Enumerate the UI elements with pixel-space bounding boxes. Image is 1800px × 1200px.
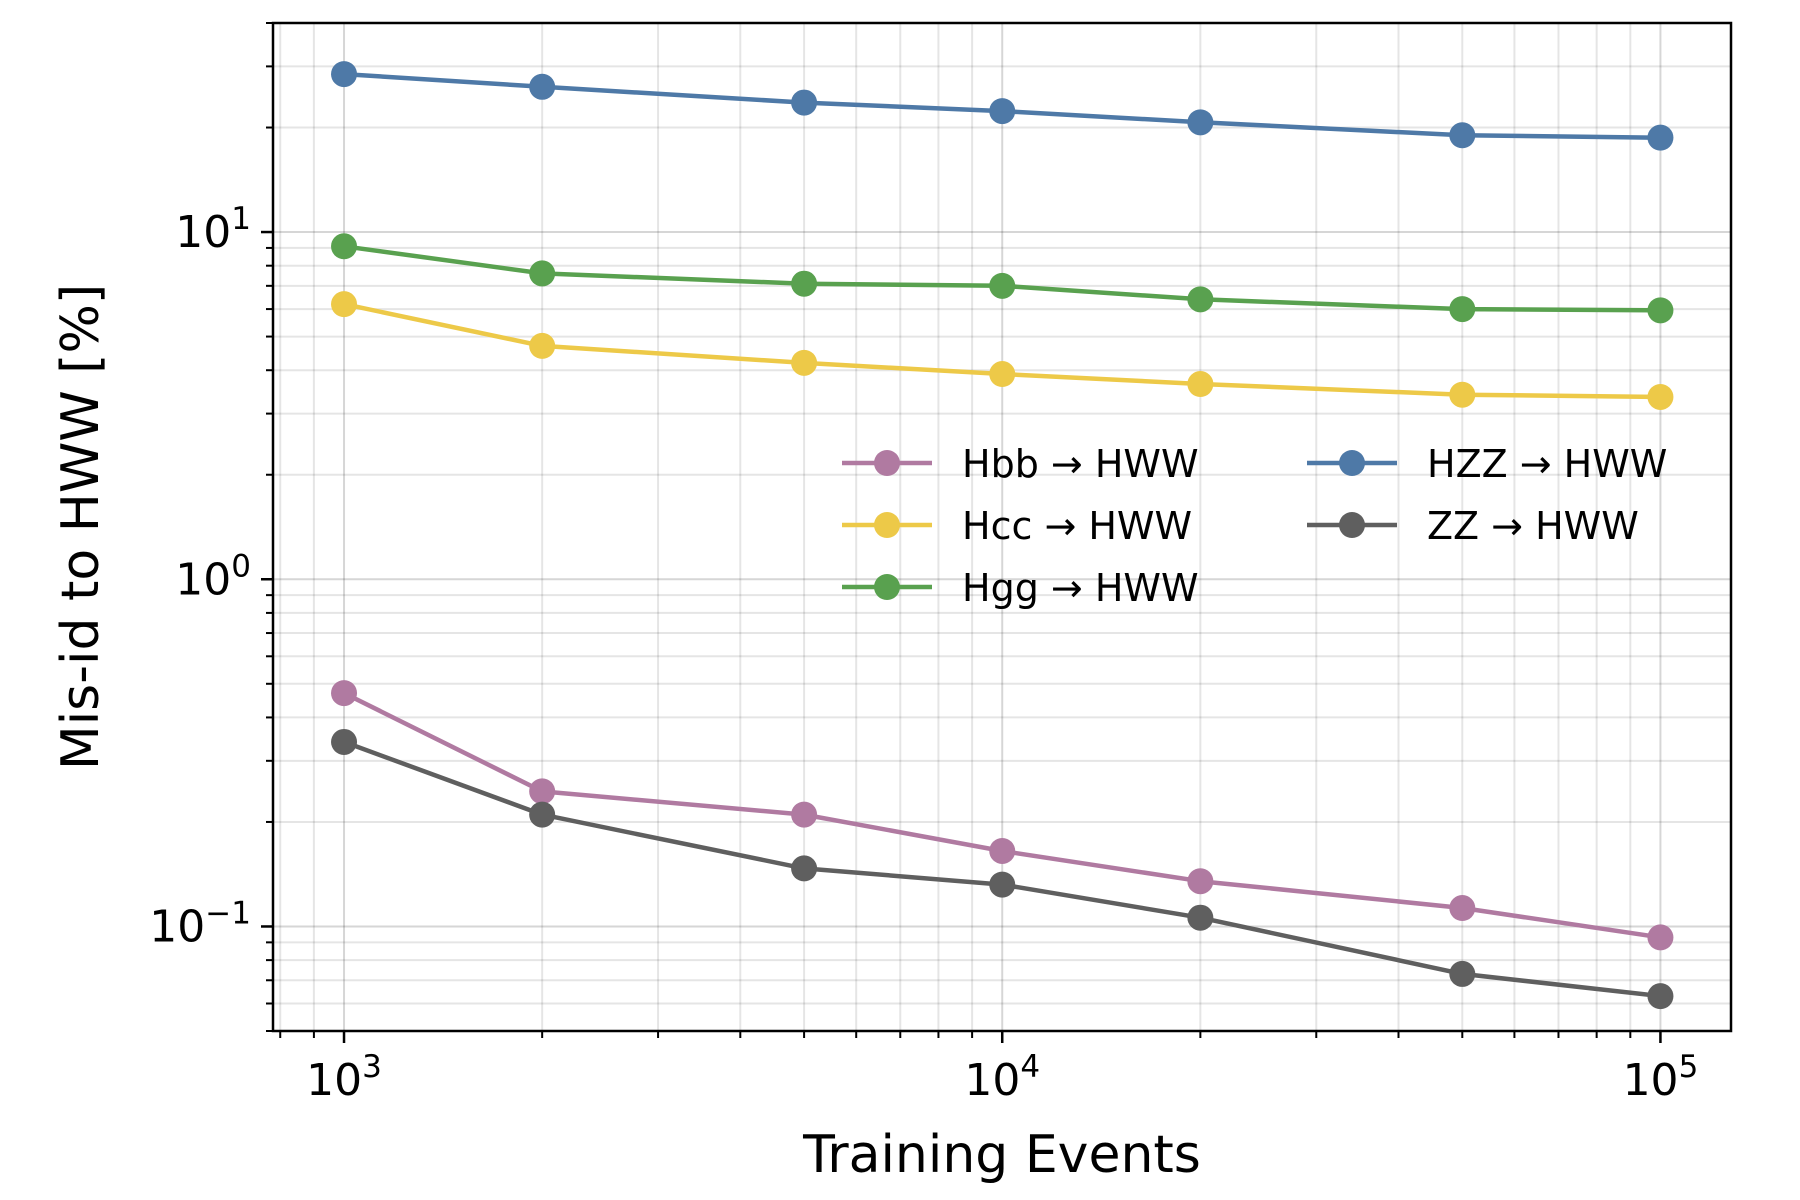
data-point <box>1647 983 1674 1010</box>
data-point <box>1647 383 1674 410</box>
data-point <box>989 361 1016 388</box>
data-point <box>1449 895 1476 922</box>
legend-entry-hbb: Hbb → HWW <box>842 442 1199 486</box>
x-tick-label: 105 <box>1623 1049 1699 1106</box>
legend-label-hbb: Hbb → HWW <box>962 442 1199 486</box>
data-point <box>989 871 1016 898</box>
data-point <box>1187 371 1214 398</box>
data-point <box>529 260 556 287</box>
data-point <box>1647 297 1674 324</box>
legend-entry-hcc: Hcc → HWW <box>842 504 1192 548</box>
legend-label-hgg: Hgg → HWW <box>962 566 1199 610</box>
data-point <box>331 233 358 260</box>
data-point <box>331 61 358 88</box>
series-0 <box>331 680 1674 951</box>
data-point <box>1187 904 1214 931</box>
legend-marker-hzz <box>1339 450 1365 476</box>
legend-entry-zz: ZZ → HWW <box>1307 504 1639 548</box>
y-tick-label: 10−1 <box>149 895 251 952</box>
data-point <box>989 98 1016 125</box>
data-point <box>1449 296 1476 323</box>
ticks: 103 104 105 10−1 100 101 <box>149 22 1699 1106</box>
data-point <box>791 855 818 882</box>
data-point <box>529 801 556 828</box>
legend-entry-hzz: HZZ → HWW <box>1307 442 1667 486</box>
x-tick-label: 103 <box>306 1049 382 1106</box>
y-tick-label: 101 <box>175 201 251 258</box>
data-point <box>1187 286 1214 313</box>
data-point <box>989 837 1016 864</box>
data-point <box>331 680 358 707</box>
data-point <box>1647 924 1674 951</box>
legend-label-hzz: HZZ → HWW <box>1427 442 1667 486</box>
data-point <box>791 801 818 828</box>
y-axis-title: Mis-id to HWW [%] <box>51 284 111 770</box>
data-point <box>1647 124 1674 151</box>
x-tick-label: 104 <box>964 1049 1040 1106</box>
legend-marker-zz <box>1339 512 1365 538</box>
data-point <box>1449 122 1476 149</box>
legend-marker-hcc <box>874 512 900 538</box>
data-point <box>1187 868 1214 895</box>
y-tick-label: 100 <box>175 548 251 605</box>
data-point <box>791 270 818 297</box>
legend-marker-hgg <box>874 574 900 600</box>
data-point <box>989 272 1016 299</box>
data-point <box>529 73 556 100</box>
series-3 <box>331 61 1674 151</box>
data-point <box>1187 109 1214 136</box>
legend: Hbb → HWW Hcc → HWW Hgg → HWW HZZ → HWW … <box>842 442 1667 610</box>
data-point <box>331 291 358 318</box>
data-point <box>331 728 358 755</box>
series-2 <box>331 233 1674 324</box>
data-point <box>1449 960 1476 987</box>
series-1 <box>331 291 1674 410</box>
series-layer <box>331 61 1674 1010</box>
data-point <box>791 89 818 116</box>
data-point <box>529 778 556 805</box>
data-point <box>1449 381 1476 408</box>
series-4 <box>331 728 1674 1010</box>
data-point <box>529 332 556 359</box>
legend-marker-hbb <box>874 450 900 476</box>
legend-label-zz: ZZ → HWW <box>1427 504 1639 548</box>
legend-entry-hgg: Hgg → HWW <box>842 566 1199 610</box>
x-axis-title: Training Events <box>802 1125 1201 1185</box>
data-point <box>791 349 818 376</box>
legend-label-hcc: Hcc → HWW <box>962 504 1192 548</box>
